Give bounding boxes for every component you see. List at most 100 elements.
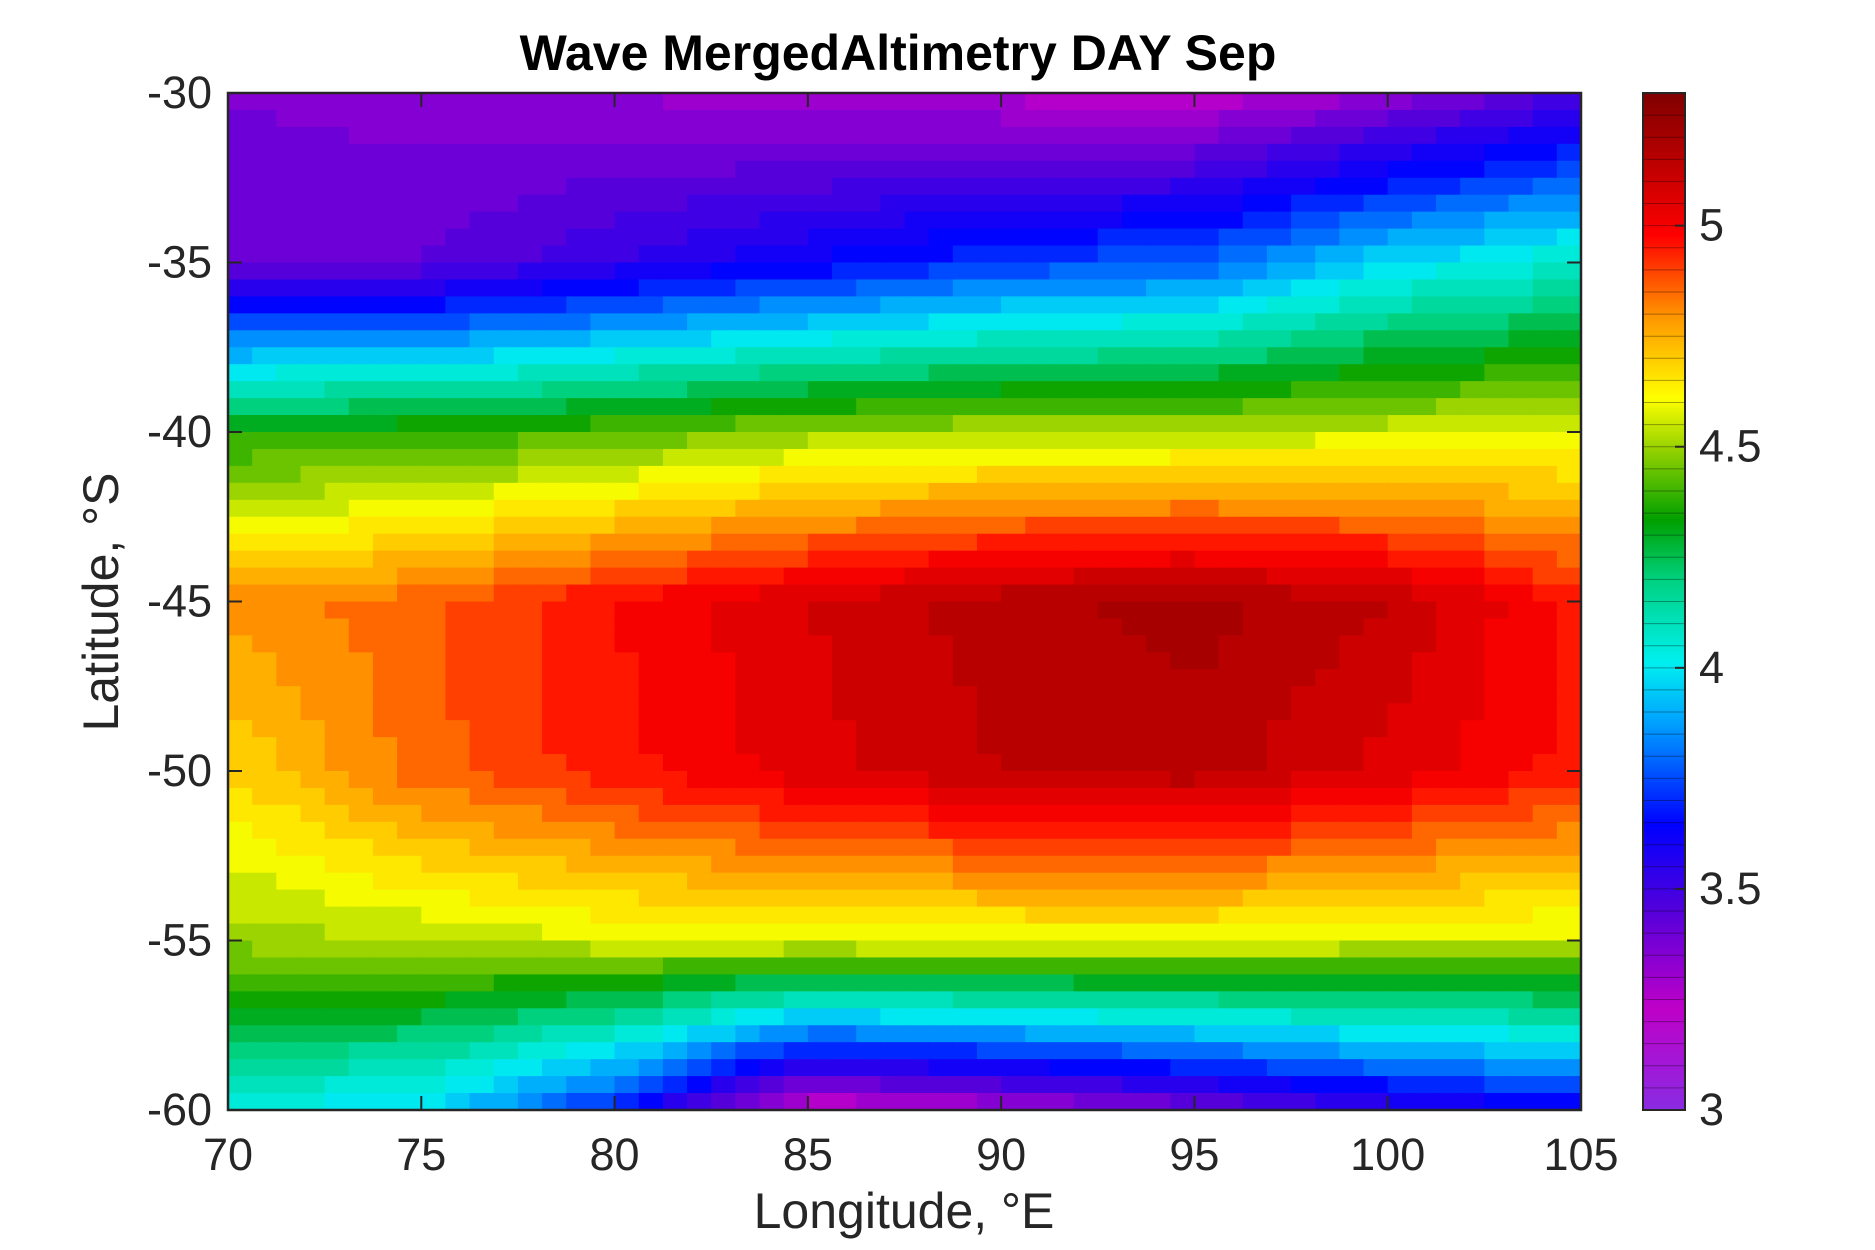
contour-cell bbox=[783, 1076, 809, 1094]
contour-cell bbox=[1508, 906, 1534, 925]
contour-cell bbox=[1194, 160, 1220, 179]
contour-cell bbox=[228, 635, 253, 653]
contour-cell bbox=[1291, 398, 1316, 416]
contour-cell bbox=[638, 499, 664, 518]
contour-cell bbox=[1339, 499, 1365, 518]
contour-cell bbox=[300, 838, 326, 857]
contour-cell bbox=[1121, 465, 1147, 484]
contour-cell bbox=[566, 296, 592, 314]
contour-cell bbox=[832, 1042, 857, 1060]
contour-cell bbox=[1484, 703, 1510, 721]
contour-cell bbox=[687, 516, 712, 535]
contour-cell bbox=[1073, 1093, 1099, 1110]
contour-cell bbox=[1121, 194, 1147, 213]
contour-cell bbox=[324, 313, 350, 331]
contour-cell bbox=[276, 771, 302, 789]
contour-cell bbox=[1436, 1076, 1461, 1094]
contour-cell bbox=[348, 432, 374, 450]
contour-cell bbox=[1025, 1093, 1051, 1110]
contour-cell bbox=[372, 991, 398, 1009]
contour-cell bbox=[1387, 771, 1413, 789]
contour-cell bbox=[1484, 126, 1510, 145]
contour-cell bbox=[542, 499, 567, 518]
contour-cell bbox=[687, 991, 712, 1009]
contour-cell bbox=[711, 109, 736, 128]
contour-cell bbox=[687, 1025, 712, 1043]
contour-cell bbox=[1508, 364, 1534, 382]
contour-cell bbox=[372, 516, 398, 535]
contour-cell bbox=[928, 448, 954, 467]
contour-cell bbox=[372, 720, 398, 738]
contour-cell bbox=[1339, 160, 1365, 179]
contour-cell bbox=[421, 448, 447, 467]
contour-cell bbox=[1291, 601, 1316, 620]
contour-cell bbox=[880, 245, 906, 264]
contour-cell bbox=[614, 160, 640, 179]
contour-cell bbox=[856, 465, 881, 484]
contour-cell bbox=[1025, 448, 1051, 467]
contour-cell bbox=[348, 330, 374, 348]
contour-cell bbox=[445, 313, 471, 331]
contour-cell bbox=[1508, 296, 1534, 314]
contour-cell bbox=[1170, 855, 1196, 874]
contour-cell bbox=[759, 1008, 785, 1026]
contour-cell bbox=[856, 143, 881, 162]
contour-cell bbox=[1194, 754, 1220, 772]
contour-cell bbox=[1460, 1076, 1485, 1094]
contour-cell bbox=[928, 787, 954, 806]
contour-cell bbox=[1097, 838, 1123, 857]
contour-cell bbox=[1436, 787, 1461, 806]
contour-cell bbox=[300, 109, 326, 128]
contour-cell bbox=[566, 448, 592, 467]
contour-cell bbox=[687, 737, 712, 755]
contour-cell bbox=[1194, 567, 1220, 586]
contour-cell bbox=[832, 1008, 857, 1026]
contour-cell bbox=[807, 720, 833, 738]
contour-cell bbox=[300, 1093, 326, 1110]
contour-cell bbox=[469, 957, 495, 975]
contour-cell bbox=[1121, 652, 1147, 670]
contour-cell bbox=[252, 516, 277, 535]
contour-cell bbox=[711, 279, 736, 297]
contour-cell bbox=[421, 364, 447, 382]
contour-cell bbox=[1315, 720, 1340, 738]
contour-cell bbox=[252, 1042, 277, 1060]
contour-cell bbox=[783, 432, 809, 450]
contour-cell bbox=[1532, 245, 1558, 264]
contour-cell bbox=[590, 974, 616, 992]
contour-cell bbox=[1194, 957, 1220, 975]
contour-cell bbox=[445, 889, 471, 908]
contour-cell bbox=[832, 1025, 857, 1043]
contour-cell bbox=[614, 771, 640, 789]
contour-cell bbox=[372, 296, 398, 314]
contour-cell bbox=[1315, 991, 1340, 1009]
contour-cell bbox=[952, 432, 978, 450]
contour-cell bbox=[348, 262, 374, 281]
contour-cell bbox=[1097, 1059, 1123, 1077]
contour-cell bbox=[687, 635, 712, 653]
contour-cell bbox=[783, 754, 809, 772]
contour-cell bbox=[252, 465, 277, 484]
contour-cell bbox=[590, 618, 616, 636]
contour-cell bbox=[904, 737, 930, 755]
contour-cell bbox=[348, 974, 374, 992]
contour-cell bbox=[590, 686, 616, 704]
contour-cell bbox=[1242, 601, 1268, 620]
contour-cell bbox=[1049, 313, 1075, 331]
contour-cell bbox=[1266, 1042, 1292, 1060]
contour-cell bbox=[952, 872, 978, 891]
contour-cell bbox=[1556, 957, 1581, 975]
contour-cell bbox=[1363, 804, 1389, 823]
contour-cell bbox=[372, 1008, 398, 1026]
contour-cell bbox=[904, 804, 930, 823]
contour-cell bbox=[300, 821, 326, 840]
contour-cell bbox=[1073, 737, 1099, 755]
contour-cell bbox=[687, 245, 712, 264]
contour-cell bbox=[372, 279, 398, 297]
contour-cell bbox=[928, 313, 954, 331]
contour-cell bbox=[469, 737, 495, 755]
contour-cell bbox=[1170, 126, 1196, 145]
contour-cell bbox=[1291, 923, 1316, 942]
contour-cell bbox=[783, 906, 809, 925]
y-tick-label: -30 bbox=[147, 67, 212, 118]
